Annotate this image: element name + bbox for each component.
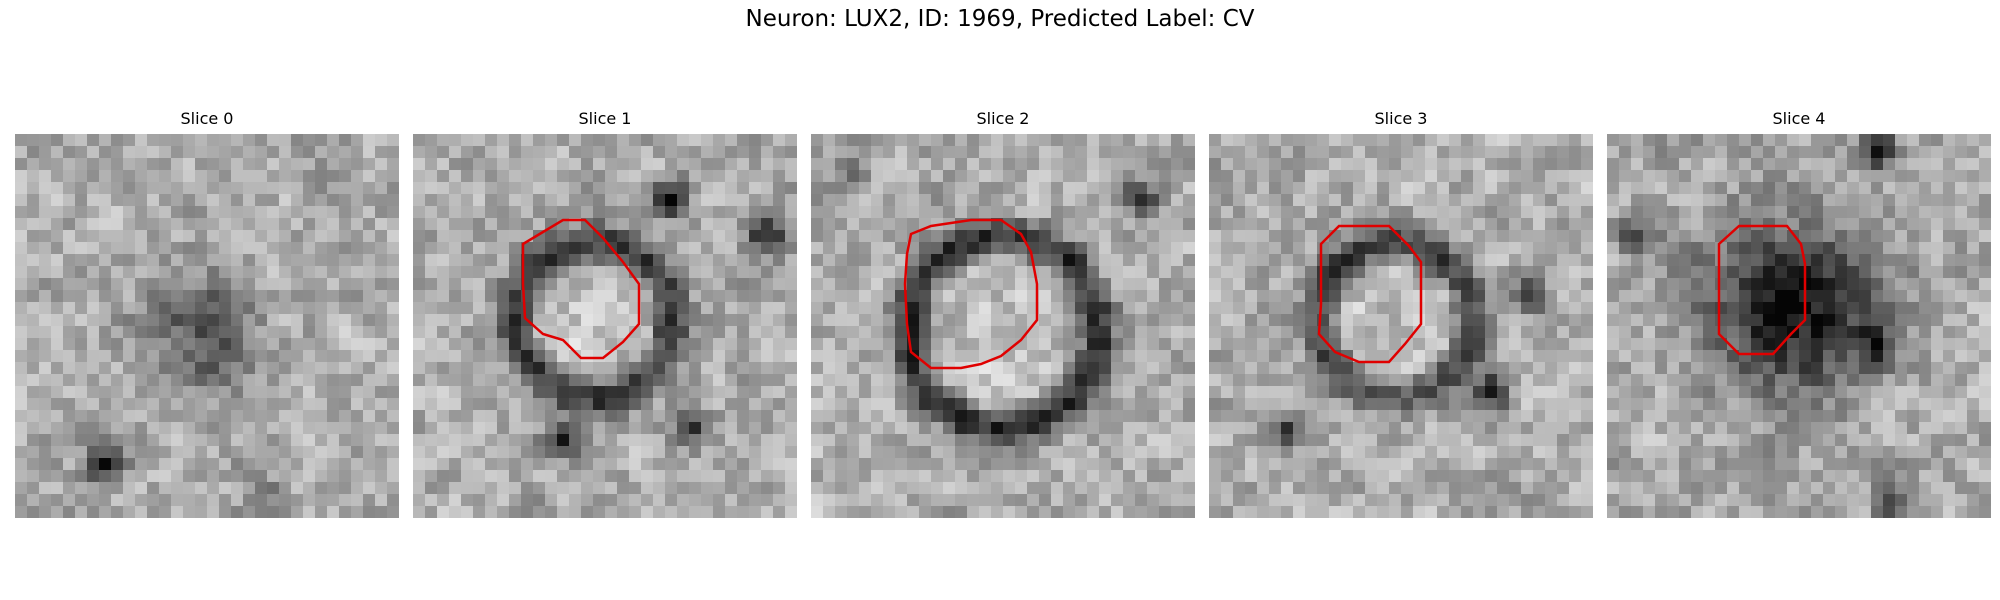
slice-image: [1607, 134, 1991, 518]
slice-title: Slice 2: [976, 109, 1030, 128]
slice-title: Slice 4: [1772, 109, 1826, 128]
slice-panel-2: Slice 2: [811, 108, 1195, 518]
slice-image: [811, 134, 1195, 518]
slice-image: [1209, 134, 1593, 518]
slice-panel-3: Slice 3: [1209, 108, 1593, 518]
slice-panel-1: Slice 1: [413, 108, 797, 518]
slice-image: [15, 134, 399, 518]
slice-title: Slice 1: [578, 109, 632, 128]
roi-contour: [1717, 224, 1807, 356]
slice-title: Slice 3: [1374, 109, 1428, 128]
slice-panel-0: Slice 0: [15, 108, 399, 518]
slice-image: [413, 134, 797, 518]
roi-contour: [1317, 224, 1423, 364]
slice-panel-4: Slice 4: [1607, 108, 1991, 518]
roi-contour: [521, 218, 641, 360]
roi-contour: [903, 218, 1039, 370]
figure-title: Neuron: LUX2, ID: 1969, Predicted Label:…: [745, 6, 1255, 32]
slice-title: Slice 0: [180, 109, 234, 128]
